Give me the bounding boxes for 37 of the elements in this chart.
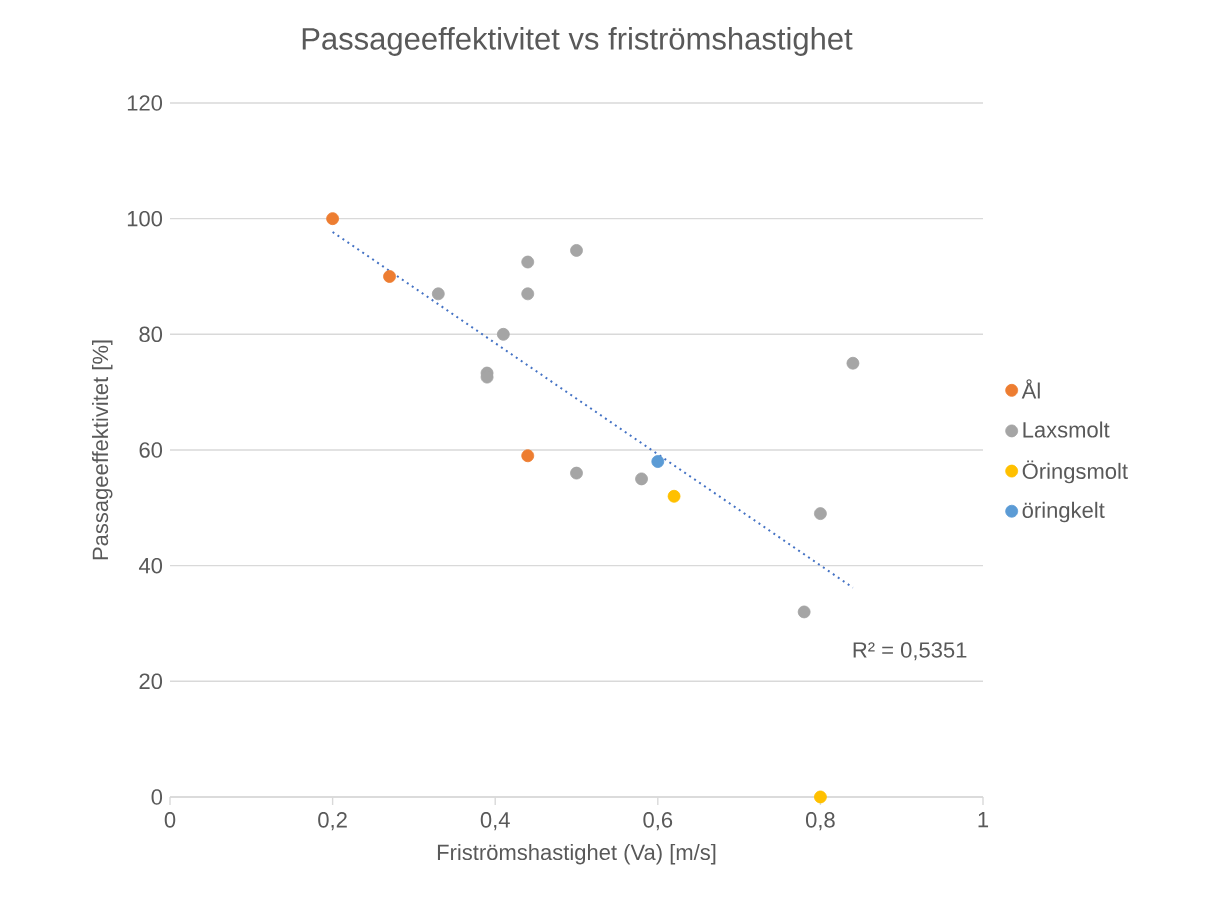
- point: [521, 449, 535, 463]
- point: [570, 244, 583, 257]
- legend-label: Laxsmolt: [1023, 421, 1110, 438]
- y-tick-label: 100: [127, 210, 163, 227]
- chart-title: Passageeffektivitet vs friströmshastighet: [302, 27, 853, 56]
- y-tick-label: 20: [139, 673, 163, 690]
- x-tick-label: 1: [978, 812, 989, 828]
- x-tick-label: 0: [164, 812, 176, 828]
- x-tick-label: 0,6: [643, 812, 673, 831]
- y-tick-label: 120: [127, 95, 163, 111]
- x-tick-label: 0,4: [480, 812, 510, 831]
- y-tick-label: 80: [139, 326, 163, 343]
- point: [521, 255, 535, 269]
- point: [635, 472, 648, 486]
- y-tick-label: 60: [139, 442, 163, 458]
- annotation: R² = 0,5351: [853, 642, 967, 661]
- point: [814, 790, 827, 804]
- point: [846, 356, 860, 370]
- x-axis-title: Friströmshastighet (Va) [m/s]: [437, 843, 716, 865]
- point: [667, 489, 681, 503]
- point: [496, 327, 510, 341]
- y-tick-label: 40: [138, 557, 163, 574]
- y-axis-title: Passageeffektivitet [%]: [92, 340, 113, 560]
- x-tick-label: 0,2: [318, 812, 347, 831]
- point: [814, 507, 827, 521]
- x-tick-label: 0,8: [805, 812, 835, 831]
- point: [797, 605, 811, 619]
- y-tick-label: 0: [151, 789, 163, 805]
- point: [383, 270, 396, 283]
- legend-label: öringkelt: [1022, 501, 1105, 523]
- legend-label: Öringsmolt: [1022, 460, 1128, 484]
- point: [521, 287, 535, 301]
- point: [570, 466, 583, 480]
- point: [326, 212, 340, 226]
- legend-label: Ål: [1021, 379, 1040, 399]
- point: [431, 287, 445, 301]
- point: [651, 455, 665, 468]
